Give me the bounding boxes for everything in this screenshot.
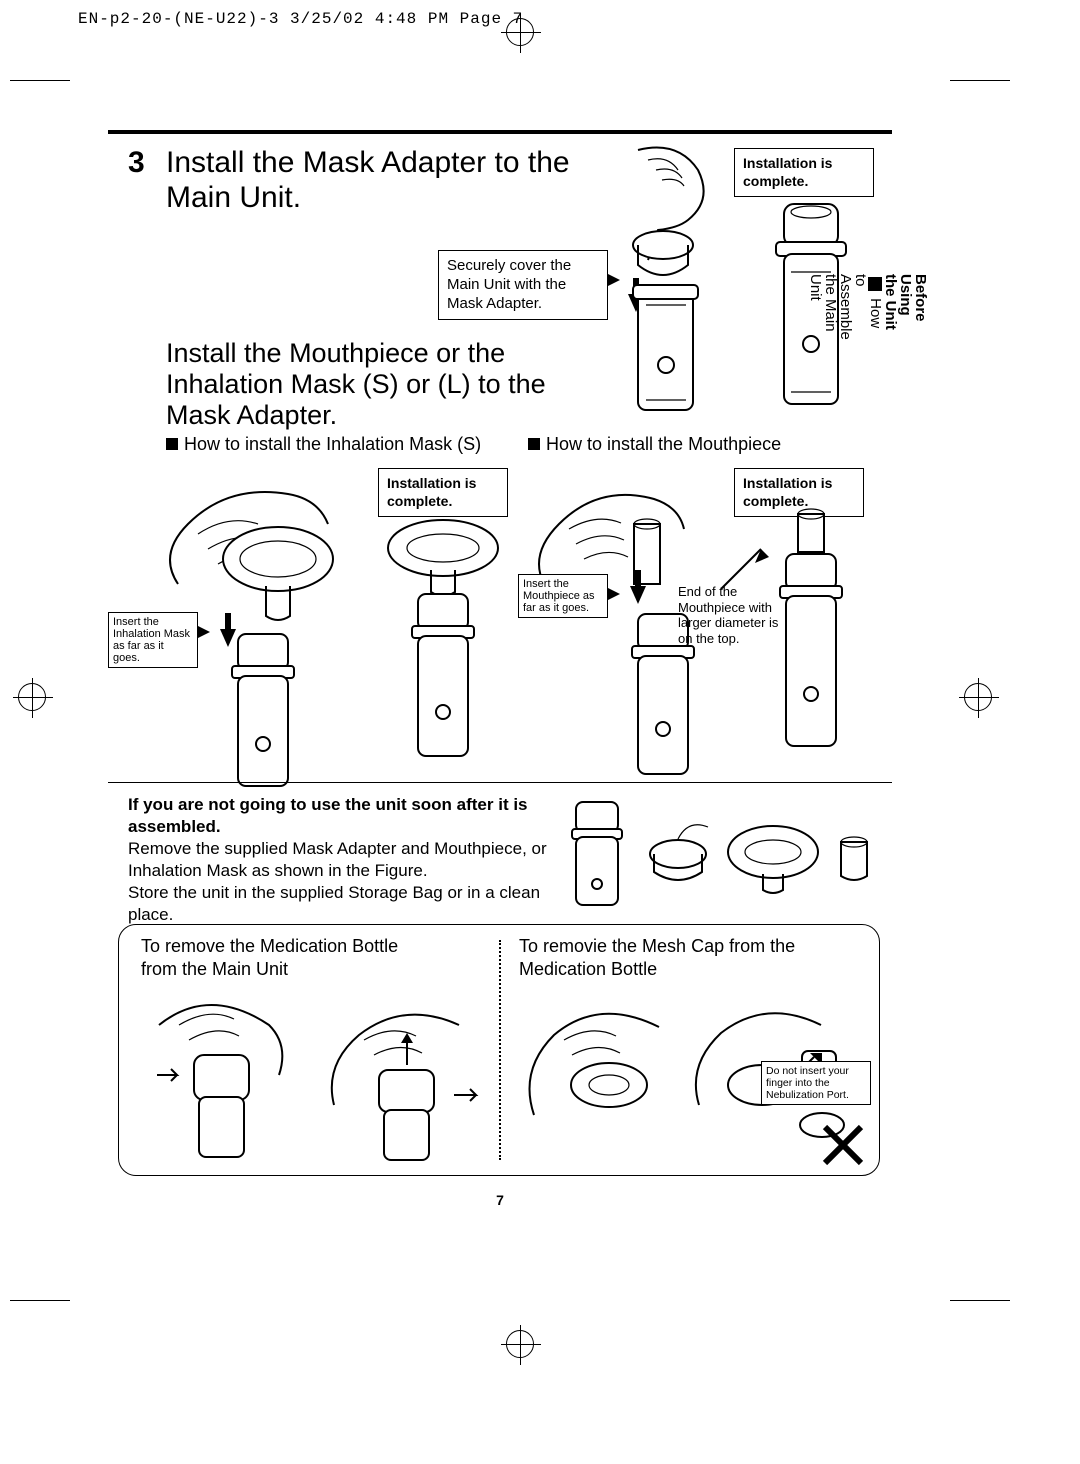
illustration-parts-array	[558, 784, 878, 914]
panel-right-title: To removie the Mesh Cap from the Medicat…	[519, 935, 819, 980]
illustration-mouthpiece-complete	[756, 504, 866, 764]
divider	[108, 782, 892, 783]
crop-mark	[10, 80, 70, 81]
registration-mark-top	[506, 18, 534, 46]
removal-panel: To remove the Medication Bottle from the…	[118, 924, 880, 1176]
side-tab: Before Using the Unit How to Assemble th…	[808, 274, 928, 340]
illustration-install-adapter	[578, 140, 738, 440]
storage-note: If you are not going to use the unit soo…	[128, 794, 568, 927]
step-title: Install the Mask Adapter to the Main Uni…	[166, 146, 586, 215]
page-content: 3 Install the Mask Adapter to the Main U…	[108, 130, 892, 142]
subhead-install-mouthpiece: How to install the Mouthpiece	[528, 434, 781, 455]
registration-mark-bottom	[506, 1330, 534, 1358]
crop-mark	[10, 1300, 70, 1301]
side-tab-marker	[868, 277, 882, 291]
crop-mark	[950, 80, 1010, 81]
storage-note-bold: If you are not going to use the unit soo…	[128, 794, 568, 838]
registration-mark-right	[964, 683, 992, 711]
subhead-install-mask-text: How to install the Inhalation Mask (S)	[184, 434, 481, 454]
insert-mask-callout: Insert the Inhalation Mask as far as it …	[108, 612, 198, 668]
print-header: EN-p2-20-(NE-U22)-3 3/25/02 4:48 PM Page…	[78, 10, 523, 28]
illustration-device-left	[208, 614, 318, 794]
illustration-remove-bottle-2	[319, 985, 489, 1165]
side-tab-section: Before Using the Unit	[882, 274, 929, 330]
storage-note-line1: Remove the supplied Mask Adapter and Mou…	[128, 838, 568, 882]
step-number: 3	[128, 146, 145, 180]
illustration-mask-complete	[368, 512, 518, 772]
installation-complete-label: Installation is complete.	[734, 148, 874, 197]
subhead-install-mask: How to install the Inhalation Mask (S)	[166, 434, 481, 455]
insert-mouthpiece-callout: Insert the Mouthpiece as far as it goes.	[518, 574, 608, 618]
step-subtitle: Install the Mouthpiece or the Inhalation…	[166, 338, 586, 431]
prohibited-icon	[821, 1123, 865, 1167]
subhead-install-mouthpiece-text: How to install the Mouthpiece	[546, 434, 781, 454]
registration-mark-left	[18, 683, 46, 711]
panel-left-title: To remove the Medication Bottle from the…	[141, 935, 431, 980]
crop-mark	[950, 1300, 1010, 1301]
installation-complete-label-left: Installation is complete.	[378, 468, 508, 517]
nebulization-port-warning: Do not insert your finger into the Nebul…	[761, 1061, 871, 1105]
panel-divider	[499, 940, 501, 1160]
illustration-remove-meshcap-1	[514, 985, 684, 1165]
illustration-remove-bottle-1	[139, 985, 309, 1165]
storage-note-line2: Store the unit in the supplied Storage B…	[128, 882, 568, 926]
